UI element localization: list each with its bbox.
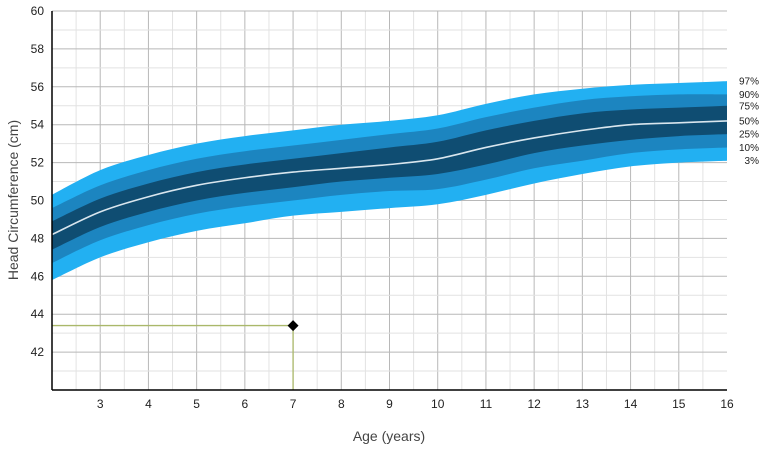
- x-tick-label: 9: [386, 397, 393, 411]
- x-tick-labels: 3 4 5 6 7 8 9 10 11 12 13 14 15 16: [97, 397, 734, 411]
- y-tick-label: 56: [31, 80, 45, 94]
- percentile-label: 50%: [739, 116, 759, 127]
- y-tick-label: 46: [31, 269, 45, 283]
- percentile-label: 3%: [745, 156, 760, 167]
- percentile-label: 10%: [739, 143, 759, 154]
- y-tick-label: 42: [31, 345, 45, 359]
- marker-guides: [52, 324, 294, 390]
- percentile-label: 97%: [739, 77, 759, 88]
- x-tick-label: 15: [672, 397, 686, 411]
- percentile-label: 90%: [739, 90, 759, 101]
- x-tick-label: 8: [338, 397, 345, 411]
- data-point-marker: [287, 320, 299, 332]
- percentile-label: 75%: [739, 101, 759, 112]
- x-tick-label: 12: [527, 397, 541, 411]
- x-tick-label: 4: [145, 397, 152, 411]
- x-tick-label: 11: [480, 397, 493, 411]
- y-tick-labels: 42 44 46 48 50 52 54 56 58 60: [31, 4, 45, 359]
- median-layer: [51, 120, 728, 236]
- x-tick-label: 13: [576, 397, 590, 411]
- x-tick-label: 3: [97, 397, 104, 411]
- y-tick-label: 50: [31, 194, 45, 208]
- y-tick-label: 48: [31, 231, 45, 245]
- x-tick-label: 5: [193, 397, 200, 411]
- x-tick-label: 14: [624, 397, 638, 411]
- percentile-bands: [52, 81, 727, 281]
- x-tick-label: 10: [431, 397, 445, 411]
- percentile-labels: 97% 90%75% 50% 25% 10% 3%: [739, 77, 759, 168]
- y-tick-label: 58: [31, 42, 45, 56]
- y-tick-label: 44: [31, 307, 45, 321]
- median-line: [51, 120, 728, 236]
- y-tick-label: 60: [31, 4, 45, 18]
- axes-layer: [51, 11, 727, 391]
- x-tick-label: 6: [242, 397, 249, 411]
- y-axis-label: Head Circumference (cm): [5, 120, 21, 280]
- x-tick-label: 7: [290, 397, 297, 411]
- y-tick-label: 54: [31, 118, 45, 132]
- x-axis-label: Age (years): [353, 428, 425, 444]
- band-25-75: [52, 105, 727, 250]
- y-tick-label: 52: [31, 156, 45, 170]
- percentile-label: 25%: [739, 130, 759, 141]
- marker-layer: [287, 320, 299, 332]
- x-tick-label: 16: [720, 397, 734, 411]
